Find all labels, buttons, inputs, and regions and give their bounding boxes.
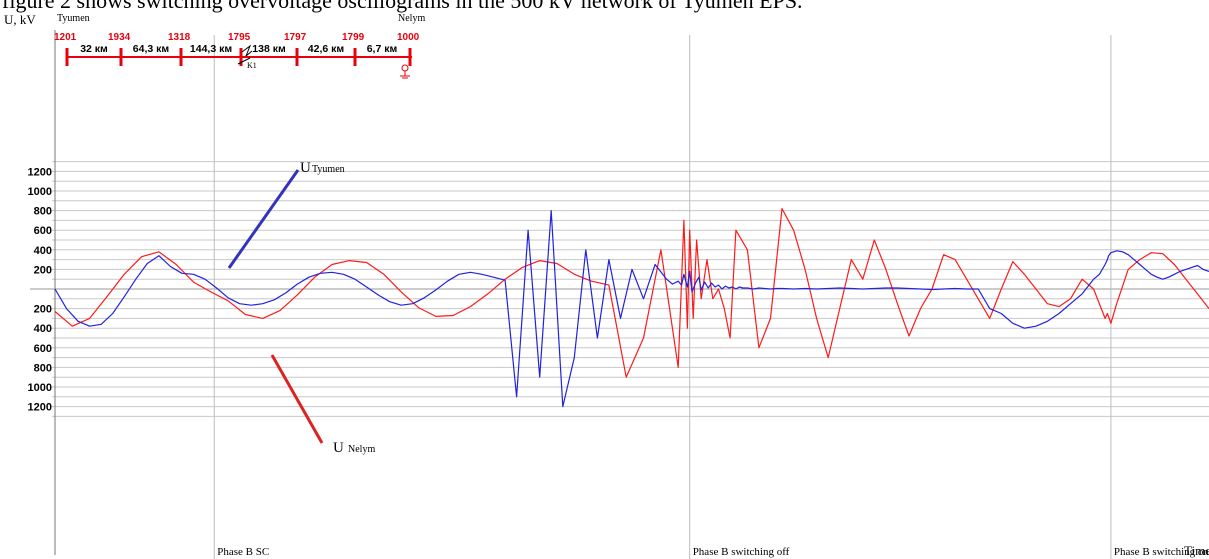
network-segment-label: 138 км	[252, 43, 286, 55]
u-tyumen-label: U	[300, 160, 311, 176]
event-label: Phase B SC	[217, 546, 269, 558]
series-line	[54, 210, 1209, 408]
network-node-label: 1934	[108, 32, 131, 43]
network-segment-label: 6,7 км	[367, 43, 398, 55]
fault-line	[237, 57, 251, 65]
network-node-label: 1799	[342, 32, 365, 43]
tyumen-pointer	[227, 169, 300, 269]
y-tick-label: 200	[34, 264, 52, 276]
network-segment-label: 42,6 км	[308, 43, 345, 55]
figure-caption: figure 2 shows switching overvoltage osc…	[2, 0, 803, 13]
u-nelym-sub: Nelym	[348, 444, 375, 455]
network-node-label: 1795	[228, 32, 251, 43]
y-tick-label: 400	[34, 323, 52, 335]
u-tyumen-sub: Tyumen	[312, 164, 345, 175]
network-node-label: 1000	[397, 32, 420, 43]
y-tick-label: 800	[34, 206, 52, 218]
network-segment-label: 144,3 км	[190, 43, 232, 55]
network-segment-label: 32 км	[80, 43, 108, 55]
y-tick-label: 1200	[28, 166, 52, 178]
u-nelym-label: U	[333, 440, 344, 456]
event-label: Phase B switching on	[1114, 546, 1209, 558]
x-axis-label: Time	[1184, 543, 1209, 558]
nelym-pointer	[270, 354, 324, 444]
y-tick-label: 400	[34, 245, 52, 257]
grid-lines	[30, 161, 1209, 417]
network-node-label: 1201	[54, 32, 77, 43]
network-node-label: 1797	[284, 32, 307, 43]
series-line	[54, 208, 1209, 378]
fault-label: K1	[247, 61, 257, 70]
y-axis: 1200 1000 800 600 400 200 200 400 600 800 1000 1200…	[4, 12, 1209, 558]
network-right-label: Nelym	[398, 13, 425, 24]
network-node-label: 1318	[168, 32, 191, 43]
fault-arrow-icon	[241, 44, 253, 57]
event-labels: Phase B SC Phase B switching off Phase B s…	[217, 546, 1209, 558]
series-lines	[54, 208, 1209, 408]
y-tick-label: 800	[34, 362, 52, 374]
y-tick-label: 600	[34, 225, 52, 237]
network-diagram: 1201 1934 1318 1795 1797 1799 1000 32 км 64,3 км…	[54, 13, 425, 79]
network-segment-label: 64,3 км	[133, 43, 170, 55]
y-axis-label: U, kV	[4, 12, 36, 27]
event-lines	[213, 35, 1112, 559]
y-tick-label: 600	[34, 343, 52, 355]
y-tick-label: 200	[34, 304, 52, 316]
event-label: Phase B switching off	[693, 546, 790, 558]
y-tick-label: 1000	[28, 382, 52, 394]
y-tick-label: 1000	[28, 186, 52, 198]
network-left-label: Tyumen	[57, 13, 90, 24]
y-tick-label: 1200	[28, 402, 52, 414]
ground-icon	[401, 64, 409, 72]
